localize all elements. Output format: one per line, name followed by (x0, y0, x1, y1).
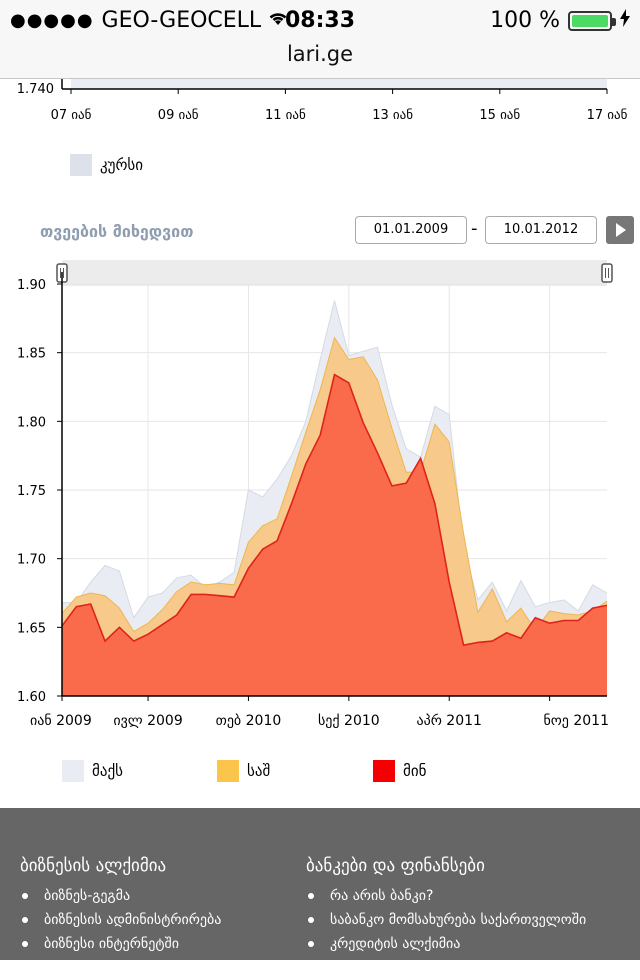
y-tick-label: 1.70 (17, 553, 46, 568)
legend-swatch-avg (217, 760, 239, 782)
url-text[interactable]: lari.ge (286, 42, 354, 66)
x-tick-label: აპრ 2011 (417, 712, 482, 729)
daily-rate-chart-svg: 1.740 07 იან 09 იან 11 იან 13 იან 15 იან 17 ი… (17, 79, 628, 123)
status-bar: ●●●●● GEO-GEOCELL 08:33 100 % (0, 0, 640, 40)
date-range-separator: - (471, 218, 478, 239)
monthly-rate-chart: 1.90 1.85 1.80 1.75 1.70 1.65 1.60 იან 2009 ივლ … (0, 258, 640, 738)
daily-rate-chart: 1.740 07 იან 09 იან 11 იან 13 იან 15 იან 17 ი… (0, 79, 640, 139)
series-area-2 (62, 374, 607, 696)
footer-column-business: ბიზნესის ალქიმია ბიზნეს-გეგმა ბიზნესის ა… (20, 856, 221, 980)
series-line-2 (61, 373, 608, 647)
y-tick-label: 1.60 (17, 690, 46, 705)
legend-swatch-max (62, 760, 84, 782)
top-x-tick-label: 15 იან (479, 108, 520, 123)
x-tick-label: თებ 2010 (216, 713, 282, 729)
footer-link[interactable]: ბიზნეს-გეგმა (20, 884, 221, 908)
range-handle-right (601, 263, 613, 283)
legend-label-avg: საშ (247, 762, 271, 780)
footer-links-business: ბიზნეს-გეგმა ბიზნესის ადმინისტრირება ბიზ… (20, 884, 221, 980)
legend-label: კურსი (100, 156, 144, 174)
section-title: თვეების მიხედვით (40, 222, 194, 241)
daily-rate-area (71, 79, 607, 89)
y-tick-label: 1.75 (17, 484, 46, 499)
wifi-icon (267, 8, 289, 33)
series-line-1 (61, 336, 608, 633)
footer-link[interactable]: საბანკო მომსახურება საქართველოში (306, 908, 586, 932)
footer-heading-banks: ბანკები და ფინანსები (306, 856, 485, 876)
x-tick-label: ნოე 2011 (543, 713, 609, 729)
legend-label-max: მაქს (92, 762, 123, 780)
charging-icon (620, 8, 630, 33)
top-x-tick-label: 17 იან (587, 108, 628, 123)
top-x-tick-label: 13 იან (372, 108, 413, 123)
range-scroller-track (62, 260, 607, 286)
legend-swatch-min (373, 760, 395, 782)
y-tick-label: 1.65 (17, 621, 46, 636)
legend-label-min: მინ (403, 762, 427, 780)
footer-link[interactable]: ბიზნესის ადმინისტრირება (20, 908, 221, 932)
footer-heading-business: ბიზნესის ალქიმია (20, 856, 167, 876)
carrier-name: GEO-GEOCELL (101, 8, 262, 33)
footer-links-banks: რა არის ბანკი? საბანკო მომსახურება საქარ… (306, 884, 586, 956)
carrier-group: ●●●●● GEO-GEOCELL (10, 8, 295, 33)
address-bar[interactable]: lari.ge (0, 40, 640, 79)
top-x-tick-label: 09 იან (158, 108, 199, 123)
x-tick-label: სექ 2010 (318, 713, 380, 729)
top-x-tick-label: 07 იან (51, 108, 92, 123)
footer-link[interactable]: კრედიტის ალქიმია (306, 932, 586, 956)
battery-group: 100 % (490, 8, 630, 33)
footer-link[interactable]: ბიზნესი ინტერნეტში (20, 932, 221, 956)
x-tick-label: იან 2009 (30, 713, 92, 729)
y-tick-label: 1.85 (17, 347, 46, 362)
legend-item-min[interactable]: მინ (373, 760, 426, 782)
top-y-tick-label: 1.740 (17, 82, 54, 97)
legend-swatch (70, 154, 92, 176)
daily-rate-legend: კურსი (70, 154, 143, 176)
footer-column-banks: ბანკები და ფინანსები რა არის ბანკი? საბა… (306, 856, 586, 956)
site-footer: ბიზნესის ალქიმია ბიზნეს-გეგმა ბიზნესის ა… (0, 808, 640, 976)
footer-link[interactable]: რა არის ბანკი? (306, 884, 586, 908)
top-x-tick-label: 11 იან (265, 108, 306, 123)
y-tick-label: 1.90 (17, 278, 46, 293)
signal-strength-icon: ●●●●● (10, 10, 94, 31)
date-from-input[interactable]: 01.01.2009 (355, 216, 467, 244)
date-to-input[interactable]: 10.01.2012 (485, 216, 597, 244)
battery-level (572, 14, 608, 27)
battery-icon (568, 10, 616, 31)
legend-item-avg[interactable]: საშ (217, 760, 270, 782)
series-line-0 (62, 300, 608, 619)
x-tick-label: ივლ 2009 (113, 713, 182, 729)
battery-percentage: 100 % (490, 8, 560, 33)
apply-date-range-button[interactable] (606, 216, 634, 244)
legend-item-max[interactable]: მაქს (62, 760, 123, 782)
monthly-rate-chart-svg: 1.90 1.85 1.80 1.75 1.70 1.65 1.60 იან 2009 ივლ … (17, 260, 613, 729)
y-tick-label: 1.80 (17, 415, 46, 430)
